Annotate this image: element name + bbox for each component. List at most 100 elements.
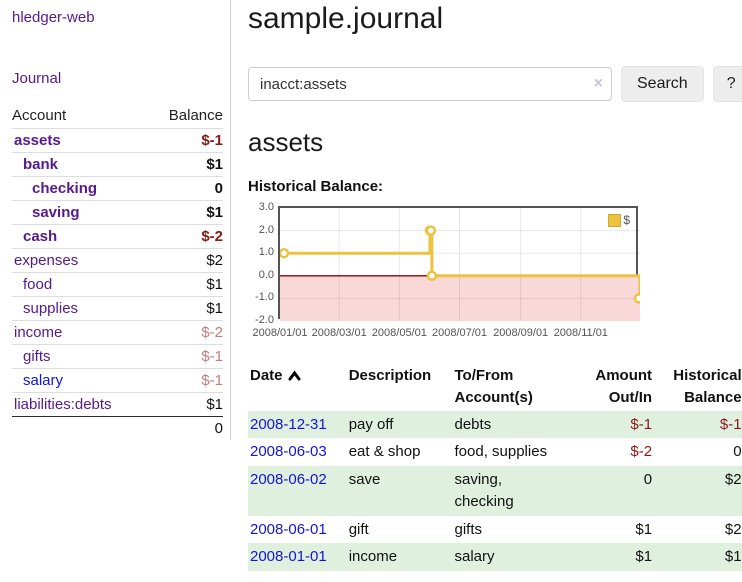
legend-swatch [608,213,622,227]
account-link[interactable]: expenses [14,252,79,269]
register-amount-cell: 0 [643,471,653,488]
register-balance-cell: $1 [724,548,742,566]
register-accounts-cell: salary [454,548,495,566]
total-label-cell [12,416,149,440]
account-cell: assets [12,129,149,153]
register-description-cell: save [348,471,381,488]
account-balance: $-1 [201,132,223,149]
register-header-row: Date Description To/From Account(s) Amou… [248,363,742,411]
transaction-date-link[interactable]: 2008-01-01 [250,548,327,566]
register-accounts-cell: saving, checking [454,471,514,510]
account-cell: cash [12,225,149,249]
register-header-balance: Historical Balance [673,367,742,406]
account-link[interactable]: salary [23,372,64,389]
register-date-cell: 2008-01-01 [248,543,347,571]
chart-label: Historical Balance: [248,178,384,195]
account-link[interactable]: checking [32,180,98,197]
page-title: sample.journal [248,2,444,35]
account-balance: $1 [206,300,223,317]
account-link[interactable]: saving [32,204,80,221]
account-cell: liabilities:debts [12,393,149,417]
register-header-accounts: To/From Account(s) [454,367,533,406]
accounts-tbody: assets $-1 bank $1 checking 0 saving $1 cash $-2 e… [12,128,223,440]
account-balance: $-2 [201,228,223,245]
account-row: income $-2 [12,320,223,345]
account-link[interactable]: bank [23,156,59,173]
register-description-cell: pay off [348,415,394,433]
account-cell: income [12,321,149,345]
register-balance-cell: 0 [733,443,742,461]
register-accounts-cell: gifts [454,520,483,538]
transaction-date-link[interactable]: 2008-06-02 [250,471,327,488]
main-content: sample.journal × Search ? assets Histori… [231,0,742,582]
account-balance: $1 [206,276,223,293]
transaction-date-link[interactable]: 2008-12-31 [250,415,327,433]
register-tbody: 2008-12-31 pay off debts $-1 $-1 2008-06-03 ea… [248,410,742,571]
account-row: assets $-1 [12,128,223,153]
account-row: supplies $1 [12,296,223,321]
register-description-cell: income [348,548,398,566]
register-header-description: Description [348,367,432,384]
transaction-date-link[interactable]: 2008-06-03 [250,443,327,461]
account-row: salary $-1 [12,368,223,393]
account-link[interactable]: gifts [23,348,51,365]
y-axis-tick-label: 3.0 [258,201,274,213]
brand-link[interactable]: hledger-web [12,9,95,26]
y-axis-tick-label: -1.0 [255,291,274,304]
nav-journal-link[interactable]: Journal [12,70,62,87]
register-row: 2008-12-31 pay off debts $-1 $-1 [248,410,742,439]
x-axis-tick-label: 2008/11/01 [553,327,608,339]
account-link[interactable]: income [14,324,63,341]
account-row: checking 0 [12,176,223,201]
register-date-cell: 2008-12-31 [248,411,347,439]
register-row: 2008-06-01 gift gifts $1 $2 [248,516,742,544]
x-axis-tick-label: 2008/01/01 [252,327,308,339]
search-input[interactable] [248,67,612,101]
y-axis-tick-label: 2.0 [258,223,274,236]
x-axis-tick-label: 2008/05/01 [371,327,427,339]
transaction-date-link[interactable]: 2008-06-01 [250,520,327,538]
register-amount-cell: $1 [635,548,653,566]
account-balance: $1 [206,396,223,413]
register-amount-cell: $-1 [630,415,653,433]
register-row: 2008-01-01 income salary $1 $1 [248,543,742,571]
account-row: saving $1 [12,200,223,225]
register-amount-cell: $-2 [630,443,653,461]
account-cell: bank [12,153,149,177]
accounts-table: Account Balance assets $-1 bank $1 checking 0… [12,104,223,440]
chart-svg [280,208,640,321]
account-cell: food [12,273,149,297]
register-balance-cell: $-1 [719,415,742,433]
account-link[interactable]: cash [23,228,58,245]
register-balance-cell: $2 [724,471,742,488]
account-link[interactable]: assets [14,132,61,149]
chart-plot-area: $ [278,206,640,321]
clear-search-icon[interactable]: × [593,75,603,92]
account-row: bank $1 [12,152,223,177]
x-axis-tick-label: 2008/09/01 [493,327,549,339]
register-date-cell: 2008-06-01 [248,516,347,544]
account-link[interactable]: food [23,276,53,293]
search-button[interactable]: Search [621,66,704,102]
account-balance: $-1 [201,348,223,365]
accounts-total-row: 0 [12,416,223,440]
search-form: × Search ? [248,66,742,102]
account-balance: $-2 [201,324,223,341]
account-balance: $-1 [201,372,223,389]
account-row: gifts $-1 [12,344,223,369]
x-axis-tick-label: 2008/03/01 [311,327,367,339]
accounts-header-row: Account Balance [12,104,223,129]
register-table: Date Description To/From Account(s) Amou… [248,363,742,571]
account-link[interactable]: supplies [23,300,79,317]
register-header-date: Date [248,363,347,411]
chart-legend: $ [606,212,632,228]
register-row: 2008-06-02 save saving, checking 0 $2 [248,466,742,516]
help-button[interactable]: ? [712,66,742,102]
account-cell: expenses [12,249,149,273]
account-link[interactable]: liabilities:debts [14,396,112,413]
account-row: cash $-2 [12,224,223,249]
account-balance: $1 [206,204,223,221]
accounts-header-account: Account [12,107,67,124]
y-axis-tick-label: 0.0 [258,268,274,281]
register-accounts-cell: debts [454,415,492,433]
